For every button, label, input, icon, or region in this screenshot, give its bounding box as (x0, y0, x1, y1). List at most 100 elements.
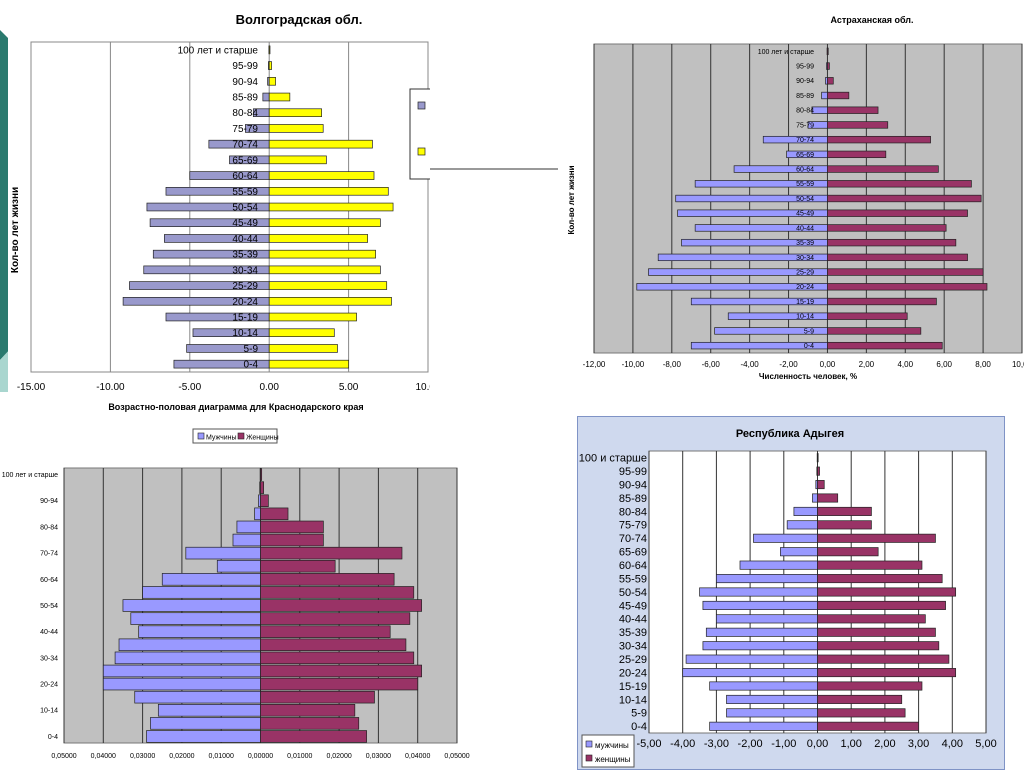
bar-male-45-49 (702, 600, 818, 610)
bar-female-25-29 (268, 281, 388, 290)
bar-female-0-4 (827, 341, 943, 350)
astrakhan-chart-panel: 0-4 5-9 10-14 15-19 20-24 25-29 30-34 35-39 40-4… (558, 0, 1024, 392)
legend: мужчины женщины (581, 734, 635, 768)
bar-female-0-4 (260, 730, 367, 743)
x-tick-label: -12,00 (583, 360, 606, 369)
x-axis-label: Численность человек, % (759, 372, 857, 381)
bar-female-85-89 (827, 91, 850, 100)
bar-female-65-69 (260, 559, 336, 573)
krasnodar-chart: 0-4 10-14 20-24 30-34 40-44 50-54 60-64 70-74 80… (2, 402, 470, 760)
x-tick-label: 0,03000 (130, 753, 155, 760)
bar-female-60-64 (260, 573, 395, 586)
bar-female-40-44 (827, 224, 947, 232)
bar-female-40-44 (817, 614, 926, 624)
bar-female-20-24 (260, 677, 419, 691)
x-tick-label: -10,00 (622, 360, 645, 369)
bar-male-35-39 (118, 638, 261, 652)
x-tick-label: 0.00 (259, 382, 279, 392)
category-label: 90-94 (40, 498, 58, 505)
category-label: 10-14 (232, 328, 258, 339)
bar-female-70-74 (827, 135, 931, 144)
bar-female-10-14 (827, 312, 908, 320)
x-tick-label: 0,00 (807, 738, 828, 750)
bar-male-30-34 (702, 641, 818, 651)
category-label: 70-74 (232, 140, 258, 151)
x-tick-label: 5,00 (975, 738, 996, 750)
category-label: 20-24 (619, 667, 647, 679)
bar-female-90-94 (827, 77, 834, 85)
category-label: 80-84 (619, 506, 647, 518)
x-tick-label: 6,00 (936, 360, 952, 369)
category-label: 15-19 (796, 299, 814, 306)
bar-female-80-84 (817, 506, 872, 516)
x-tick-label: -2,00 (738, 738, 763, 750)
category-label: 5-9 (631, 708, 647, 720)
bar-female-75-79 (268, 124, 324, 133)
bar-male-50-54 (122, 599, 261, 612)
bar-female-75-79 (260, 533, 324, 547)
category-label: 85-89 (619, 493, 647, 505)
bar-male-0-4 (709, 721, 818, 731)
bar-female-45-49 (817, 600, 946, 610)
category-label: 25-29 (619, 654, 647, 666)
legend-label-1: Женщины (246, 435, 279, 442)
x-tick-label: -6,00 (702, 360, 721, 369)
bar-female-80-84 (827, 106, 879, 114)
category-label: 55-59 (232, 187, 258, 198)
category-label: 35-39 (796, 240, 814, 247)
legend-swatch-1 (237, 432, 245, 440)
bar-female-0-4 (268, 359, 349, 369)
category-label: 35-39 (619, 627, 647, 639)
bar-male-55-59 (142, 586, 261, 599)
category-label: 80-84 (796, 108, 814, 115)
bar-male-80-84 (793, 506, 818, 516)
category-label: 30-34 (232, 265, 258, 276)
category-label: 70-74 (40, 551, 58, 558)
bar-female-100-и-старше (817, 453, 819, 463)
adygea-chart-panel: 0-4 5-9 10-14 15-19 20-24 25-29 30-34 35-39 40-4… (577, 416, 1005, 770)
category-label: 80-84 (40, 524, 58, 531)
category-label: 40-44 (40, 629, 58, 636)
bar-male-35-39 (705, 627, 818, 637)
bar-female-50-54 (260, 599, 422, 612)
bar-female-55-59 (827, 180, 972, 188)
x-tick-label: 10,00 (1012, 360, 1024, 369)
category-label: 5-9 (244, 344, 259, 355)
category-label: 40-44 (619, 614, 647, 626)
legend: Волгоградская областьмужВолгоградская об… (409, 88, 430, 180)
bar-male-40-44 (138, 625, 261, 638)
x-tick-label: 0,03000 (366, 753, 391, 760)
bar-female-15-19 (260, 690, 375, 704)
bar-male-85-89 (821, 91, 828, 100)
krasnodar-chart-panel: 0-4 10-14 20-24 30-34 40-44 50-54 60-64 70-74 80… (0, 392, 470, 768)
category-label: 15-19 (619, 681, 647, 693)
bar-female-5-9 (268, 344, 338, 353)
category-label: 20-24 (796, 284, 814, 291)
category-label: 80-84 (232, 108, 258, 119)
category-label: 25-29 (796, 270, 814, 277)
x-tick-label: -3,00 (704, 738, 729, 750)
bar-male-85-89 (262, 92, 270, 102)
x-tick-label: -4,00 (670, 738, 695, 750)
x-tick-label: -1,00 (771, 738, 796, 750)
bar-male-60-64 (739, 560, 818, 570)
category-label: 40-44 (232, 234, 258, 245)
bar-male-15-19 (709, 681, 818, 691)
x-tick-label: -8,00 (663, 360, 682, 369)
bar-male-55-59 (716, 574, 818, 584)
x-tick-label: 0,00000 (248, 753, 273, 760)
category-label: 45-49 (619, 600, 647, 612)
bar-female-5-9 (817, 708, 906, 718)
bar-female-35-39 (817, 627, 936, 637)
bar-male-0-4 (146, 730, 261, 743)
x-tick-label: -15.00 (17, 382, 46, 392)
bar-female-100-лет-и-старше (268, 45, 271, 55)
bar-female-75-79 (817, 520, 872, 530)
bar-female-40-44 (268, 234, 369, 243)
x-tick-label: 0,04000 (405, 753, 430, 760)
bar-male-40-44 (716, 614, 818, 624)
category-label: 10-14 (40, 708, 58, 715)
category-label: 45-49 (232, 218, 258, 229)
bar-female-50-54 (827, 194, 982, 203)
bar-male-85-89 (254, 507, 261, 521)
